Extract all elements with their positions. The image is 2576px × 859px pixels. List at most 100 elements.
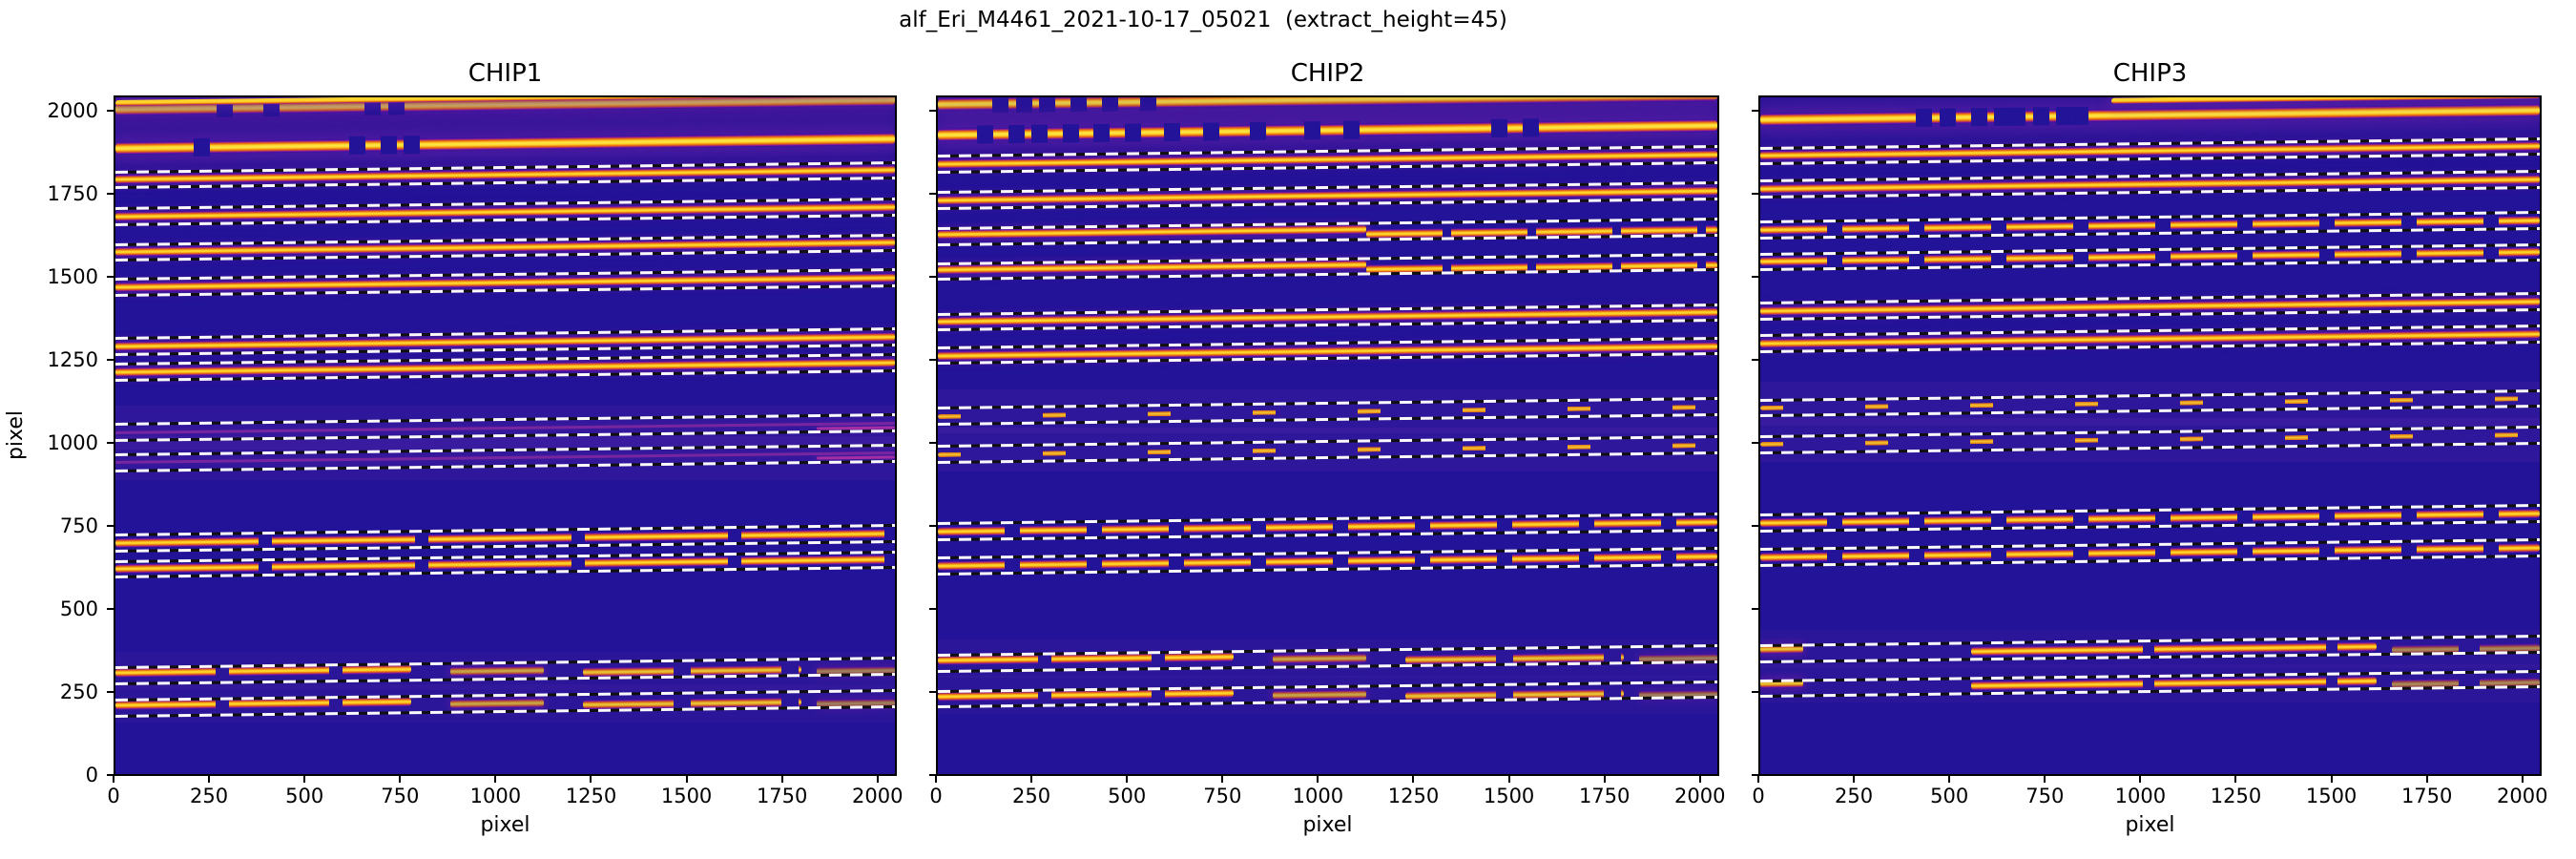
y-tick-mark: [1752, 276, 1758, 279]
y-axis-label: pixel: [4, 409, 28, 461]
order-gap: [193, 138, 210, 157]
order-gap: [380, 136, 397, 155]
y-tick-mark: [107, 525, 114, 528]
y-tick-mark: [107, 276, 114, 279]
y-tick-mark: [107, 691, 114, 694]
x-tick-label: 2000: [852, 785, 904, 807]
x-tick-label: 1500: [1483, 785, 1535, 807]
y-tick-mark: [929, 193, 936, 196]
order-gap: [1062, 123, 1079, 143]
saturated-order: [1760, 103, 2540, 127]
y-tick-mark: [1752, 691, 1758, 694]
x-tick-label: 250: [1835, 785, 1874, 807]
x-tick-label: 2000: [1674, 785, 1726, 807]
x-tick-mark: [1030, 776, 1033, 783]
y-tick-mark: [107, 774, 114, 777]
y-tick-label: 250: [59, 681, 98, 704]
order-gap: [1039, 97, 1056, 113]
x-tick-label: 1750: [756, 785, 808, 807]
order-gap: [1202, 121, 1219, 141]
x-tick-mark: [876, 776, 879, 783]
order-gap: [1970, 108, 1987, 127]
y-tick-mark: [1752, 110, 1758, 112]
y-tick-mark: [107, 442, 114, 445]
x-tick-mark: [2234, 776, 2237, 783]
chip1-title: CHIP1: [467, 59, 543, 88]
x-tick-label: 750: [381, 785, 420, 807]
order-gap: [2009, 107, 2026, 126]
y-tick-mark: [929, 691, 936, 694]
order-gap: [1093, 123, 1111, 142]
spectral-order-trace: [450, 665, 545, 677]
y-tick-label: 750: [59, 514, 98, 538]
x-tick-mark: [1603, 776, 1606, 783]
spectral-order-trace: [1273, 653, 1367, 664]
panel-chip2: CHIP2 pixel 0 250 500 750 1000 1250 1500 1750 20…: [929, 59, 1726, 837]
x-tick-mark: [2425, 776, 2428, 783]
order-gap: [992, 97, 1009, 113]
y-tick-mark: [929, 110, 936, 112]
y-tick-mark: [929, 608, 936, 611]
x-axis-label: pixel: [1302, 813, 1353, 837]
x-tick-mark: [303, 776, 306, 783]
x-tick-label: 250: [1012, 785, 1051, 807]
y-tick-label: 0: [85, 764, 98, 787]
order-gap: [976, 124, 993, 144]
x-tick-mark: [1412, 776, 1415, 783]
saturated-order: [938, 117, 1717, 144]
order-gap: [1939, 108, 1957, 127]
y-tick-mark: [1752, 193, 1758, 196]
order-gap: [1140, 97, 1157, 111]
x-tick-label: 500: [285, 785, 324, 807]
x-tick-label: 1750: [1578, 785, 1631, 807]
x-tick-label: 500: [1108, 785, 1147, 807]
x-tick-mark: [2521, 776, 2524, 783]
y-tick-mark: [929, 442, 936, 445]
x-tick-label: 750: [1203, 785, 1242, 807]
y-tick-mark: [929, 774, 936, 777]
x-tick-label: 0: [1752, 785, 1765, 807]
order-gap: [1008, 124, 1025, 143]
x-tick-mark: [1698, 776, 1701, 783]
x-tick-mark: [1317, 776, 1319, 783]
order-gap: [1124, 122, 1142, 142]
x-tick-label: 1500: [2305, 785, 2358, 807]
x-tick-label: 1250: [1387, 785, 1440, 807]
chip3-title: CHIP3: [2112, 59, 2188, 88]
order-gap: [404, 136, 421, 155]
y-tick-mark: [107, 608, 114, 611]
y-tick-mark: [1752, 774, 1758, 777]
x-tick-mark: [208, 776, 211, 783]
order-gap: [1993, 107, 2011, 126]
y-tick-label: 1000: [47, 431, 98, 455]
order-gap: [1015, 97, 1032, 113]
y-tick-mark: [1752, 525, 1758, 528]
x-tick-mark: [399, 776, 402, 783]
x-tick-label: 500: [1930, 785, 1969, 807]
y-tick-label: 1750: [47, 182, 98, 206]
spectral-order-trace: [1273, 689, 1367, 701]
y-tick-mark: [929, 359, 936, 362]
order-gap: [2032, 107, 2050, 126]
x-tick-label: 1250: [565, 785, 617, 807]
x-tick-label: 750: [2025, 785, 2065, 807]
saturated-order: [938, 97, 1717, 113]
x-tick-mark: [1948, 776, 1951, 783]
y-tick-label: 1250: [47, 348, 98, 372]
y-tick-mark: [929, 525, 936, 528]
x-tick-label: 1000: [469, 785, 522, 807]
order-gap: [1163, 122, 1181, 141]
chip1-image: [114, 95, 897, 776]
x-tick-label: 1500: [660, 785, 713, 807]
x-tick-mark: [1757, 776, 1759, 783]
y-tick-mark: [107, 193, 114, 196]
y-tick-label: 1500: [47, 265, 98, 289]
x-tick-mark: [685, 776, 688, 783]
order-gap: [1101, 97, 1118, 112]
order-gap: [1522, 117, 1539, 137]
x-tick-mark: [1126, 776, 1129, 783]
x-tick-mark: [2044, 776, 2046, 783]
order-gap: [1249, 121, 1266, 140]
panel-chip3: CHIP3 pixel 0 250 500 750 1000 1250 1500 1750 20…: [1752, 59, 2548, 837]
order-gap: [1490, 118, 1508, 137]
